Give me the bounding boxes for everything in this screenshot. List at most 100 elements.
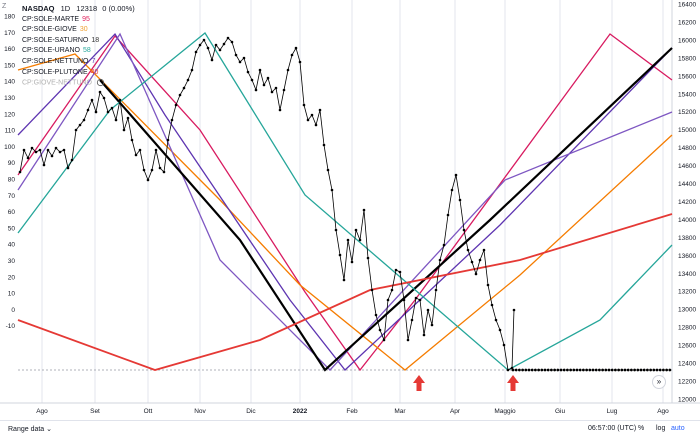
time-axis-label: Giu [555, 408, 566, 415]
projection-dot [598, 368, 601, 372]
projection-dot [620, 368, 624, 372]
price-point [262, 83, 266, 87]
price-point [426, 308, 430, 312]
projection-dot [614, 368, 617, 372]
legend-item[interactable]: CP:SOLE-SATURNO 18 [22, 36, 135, 47]
right-axis-tick: 12800 [678, 325, 696, 332]
time-axis-label: Ago [657, 408, 669, 415]
right-axis-tick: 12400 [678, 361, 696, 368]
price-point [154, 148, 158, 152]
price-point [370, 288, 374, 292]
legend-label: CP:SOLE-MARTE [22, 15, 80, 23]
projection-dot [553, 368, 556, 372]
price-point [362, 208, 366, 212]
price-point [386, 298, 390, 302]
price-point [106, 110, 110, 114]
price-point [234, 53, 238, 57]
legend-value: 40 [90, 68, 99, 76]
left-axis-tick: 100 [4, 144, 15, 151]
price-point [482, 248, 486, 252]
time-axis-label: Ott [144, 408, 153, 415]
price-point [18, 170, 22, 174]
chart-canvas[interactable]: 1801701601501401301201101009080706050403… [0, 0, 700, 420]
projection-dot [633, 368, 636, 372]
price-point [382, 338, 386, 342]
legend-value: 30 [79, 26, 88, 34]
price-point [434, 288, 438, 292]
symbol-name: NASDAQ [22, 4, 55, 13]
right-axis-tick: 12600 [678, 343, 696, 350]
left-axis-tick: 180 [4, 14, 15, 21]
left-axis-tick: 130 [4, 95, 15, 102]
projection-dot [582, 368, 585, 372]
right-axis-tick: 13400 [678, 271, 696, 278]
price-point [322, 143, 326, 147]
legend-item[interactable]: CP:SOLE-URANO 58 [22, 46, 135, 57]
projection-dot [550, 368, 553, 372]
price-point [390, 288, 394, 292]
price-point [438, 258, 442, 262]
time-axis-label: 2022 [293, 408, 308, 415]
price-point [494, 318, 498, 322]
saturno-line [99, 47, 673, 372]
legend-item[interactable]: CP:SOLE-NETTUNO 7 [22, 57, 135, 68]
price-point [250, 78, 254, 82]
price-point [278, 108, 282, 112]
price-point [110, 106, 114, 110]
price-point [190, 68, 194, 72]
price-point [478, 258, 482, 262]
projection-dot [540, 368, 544, 372]
right-axis-tick: 13200 [678, 289, 696, 296]
right-axis-tick: 15000 [678, 127, 696, 134]
price-point [334, 228, 338, 232]
legend-item[interactable]: CP:SOLE-GIOVE 30 [22, 25, 135, 36]
price-point [70, 158, 74, 162]
price-point [34, 150, 38, 154]
left-axis-tick: 0 [11, 307, 15, 314]
scroll-to-realtime-button[interactable]: » [652, 375, 666, 389]
right-axis-tick: 14200 [678, 199, 696, 206]
price-point [326, 168, 330, 172]
symbol-header[interactable]: NASDAQ 1D 12318 0 (0.00%) [22, 4, 135, 15]
utc-clock[interactable]: 06:57:00 (UTC) [588, 425, 637, 432]
auto-toggle[interactable]: auto [671, 425, 685, 432]
price-point [38, 148, 42, 152]
projection-dot [588, 368, 592, 372]
price-point [86, 108, 90, 112]
projection-dot [569, 368, 572, 372]
price-point [90, 98, 94, 102]
projection-dot [646, 368, 649, 372]
legend-item[interactable]: CP:GIOVE-NETTUNO [22, 78, 135, 89]
log-toggle[interactable]: log [656, 425, 666, 432]
range-data-button[interactable]: Range data ⌄ [8, 426, 53, 433]
left-axis-tick: 10 [8, 291, 16, 298]
projection-dot [511, 368, 515, 372]
legend-label: CP:SOLE-GIOVE [22, 26, 77, 34]
time-axis-label: Set [90, 408, 100, 415]
legend-item[interactable]: CP:SOLE-MARTE 95 [22, 15, 135, 26]
projection-dot [566, 368, 569, 372]
right-axis-tick: 16200 [678, 19, 696, 26]
price-point [394, 268, 398, 272]
percent-toggle[interactable]: % [638, 425, 645, 432]
price-point [194, 50, 198, 54]
projection-dot [514, 368, 518, 372]
price-point [162, 170, 166, 174]
legend: NASDAQ 1D 12318 0 (0.00%) CP:SOLE-MARTE 9… [22, 4, 135, 89]
legend-item[interactable]: CP:SOLE-PLUTONE 40 [22, 68, 135, 79]
projection-dot [607, 368, 611, 372]
price-point [450, 188, 454, 192]
projection-dot [610, 368, 614, 372]
price-point [366, 256, 370, 260]
projection-dot [534, 368, 537, 372]
projection-dot [562, 368, 566, 372]
price-point [150, 168, 154, 172]
eye-icon[interactable] [96, 79, 105, 87]
right-axis-tick: 12000 [678, 396, 696, 403]
nettuno2-line [17, 32, 673, 371]
left-axis-tick: 30 [8, 258, 16, 265]
price-point [74, 128, 78, 132]
projection-dot [630, 368, 633, 372]
price-point [170, 118, 174, 122]
